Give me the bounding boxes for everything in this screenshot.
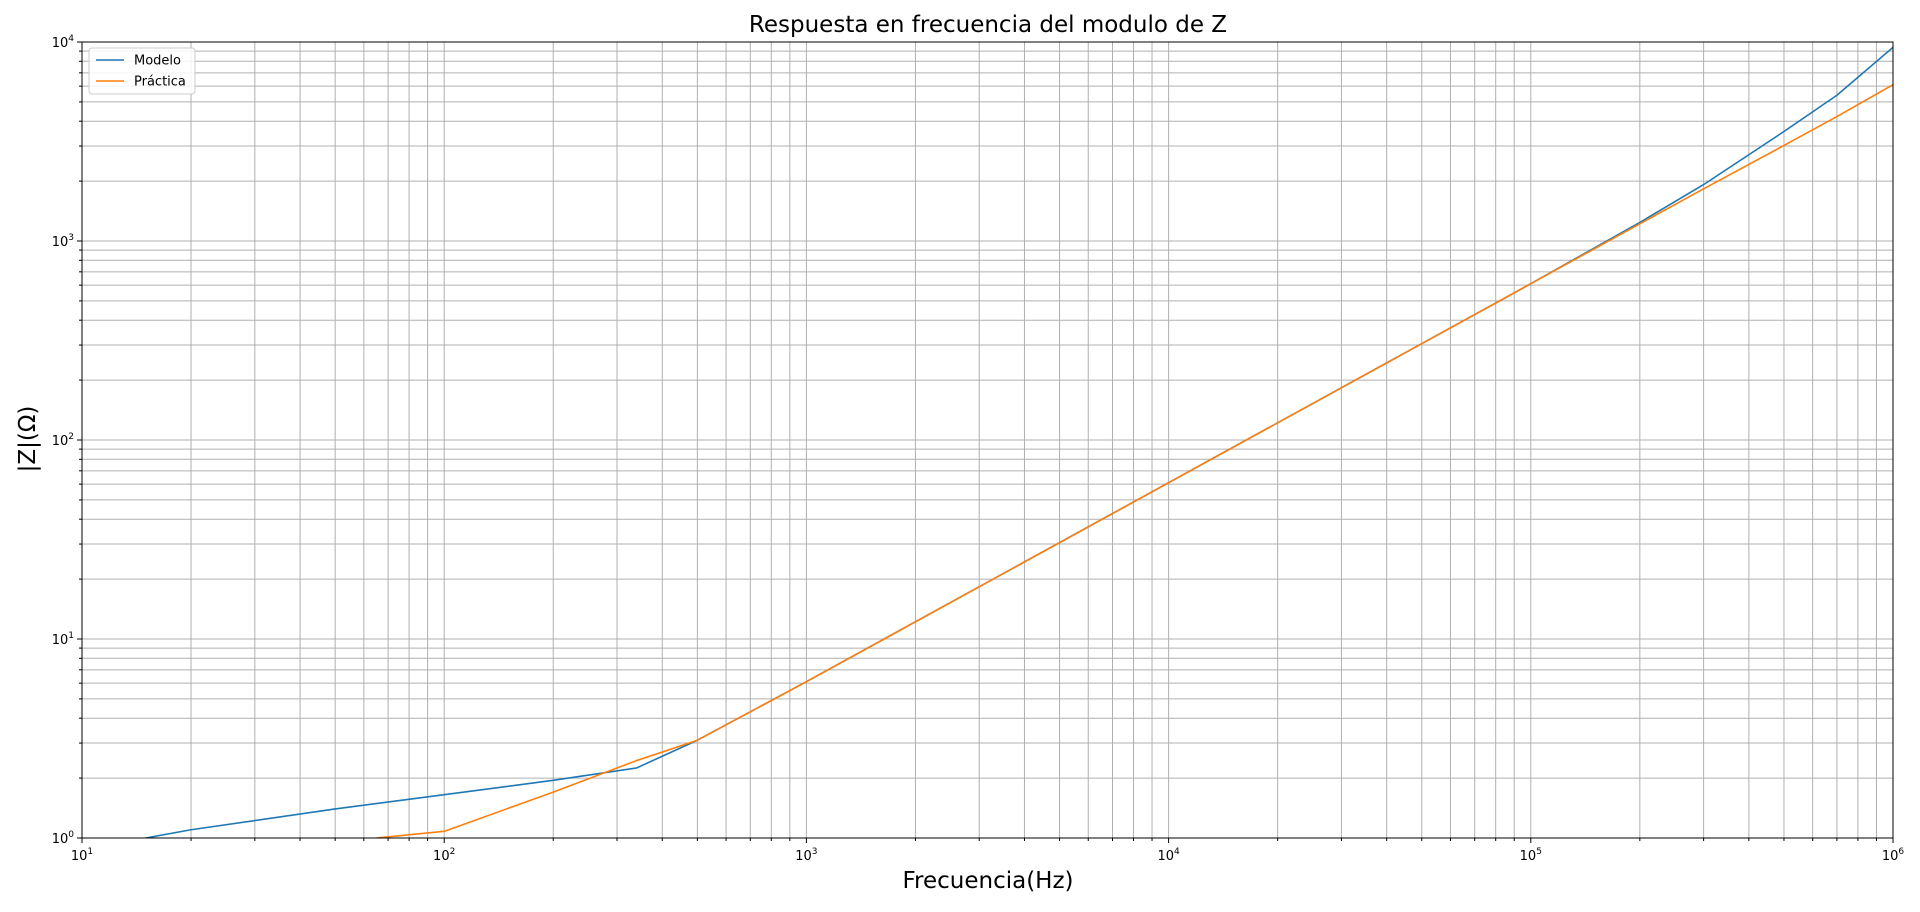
chart-title: Respuesta en frecuencia del modulo de Z	[749, 12, 1227, 38]
x-tick-label: 104	[1157, 847, 1180, 864]
legend: Modelo Práctica	[88, 47, 196, 95]
y-tick-label: 103	[52, 233, 74, 250]
x-tick-label: 103	[795, 847, 817, 864]
series-line-practica	[376, 84, 1893, 838]
axis-ticks	[77, 41, 1894, 843]
series-lines	[145, 46, 1893, 838]
legend-label-modelo: Modelo	[134, 54, 181, 69]
x-tick-label: 106	[1882, 847, 1905, 864]
y-tick-label: 100	[52, 830, 75, 847]
legend-label-practica: Práctica	[134, 75, 186, 90]
y-tick-label: 102	[52, 432, 74, 449]
x-tick-label: 101	[71, 847, 93, 864]
y-axis-label: |Z|(Ω)	[15, 406, 41, 473]
y-tick-label: 104	[52, 34, 75, 51]
x-axis-label: Frecuencia(Hz)	[902, 868, 1073, 894]
x-tick-label: 102	[433, 847, 455, 864]
y-tick-label: 101	[52, 631, 74, 648]
x-tick-label: 105	[1520, 847, 1542, 864]
